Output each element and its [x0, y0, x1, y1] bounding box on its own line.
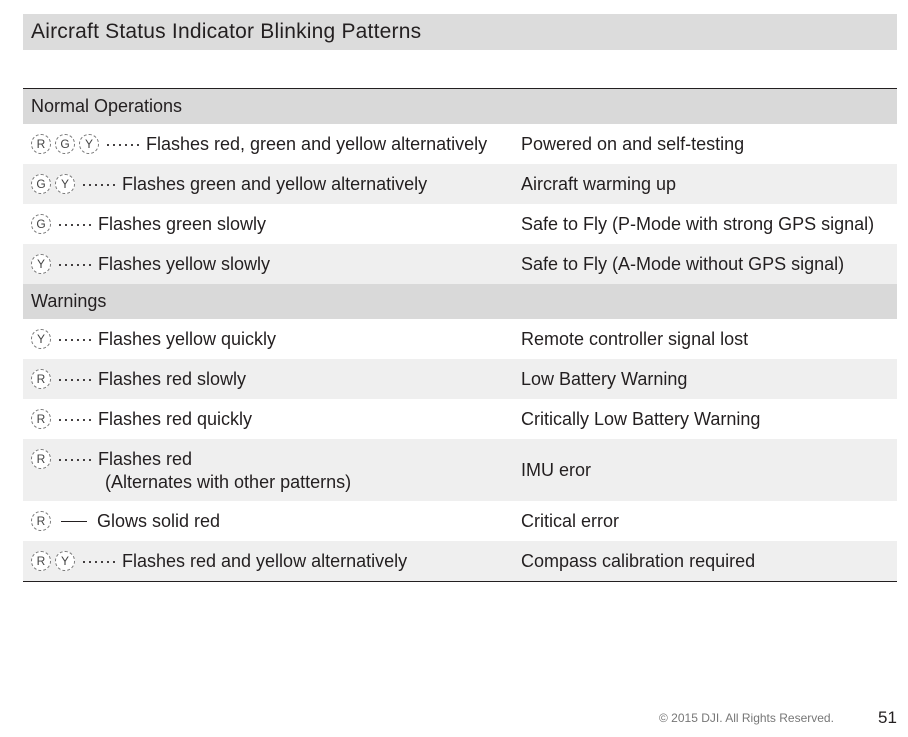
led-red-icon: R	[31, 369, 51, 389]
section-header-normal-operations: Normal Operations	[23, 89, 897, 124]
led-green-icon: G	[31, 214, 51, 234]
pattern-cell: Y ······ Flashes yellow slowly	[31, 244, 270, 284]
dotted-connector: ······	[57, 408, 93, 429]
dotted-connector: ······	[57, 253, 93, 274]
meaning-cell: Remote controller signal lost	[521, 328, 749, 349]
led-yellow-icon: Y	[31, 329, 51, 349]
pattern-cell: R Y ······ Flashes red and yellow altern…	[31, 541, 407, 581]
dotted-connector: ······	[105, 133, 141, 154]
pattern-text: Flashes yellow quickly	[97, 328, 277, 349]
dotted-connector: ······	[57, 448, 93, 469]
pattern-cell: R ······ Flashes red quickly	[31, 399, 252, 439]
pattern-text: Flashes red and yellow alternatively	[121, 550, 408, 571]
meaning-cell: Compass calibration required	[521, 550, 756, 571]
table-row: R G Y ······ Flashes red, green and yell…	[23, 124, 897, 164]
dotted-connector: ······	[81, 550, 117, 571]
pattern-text: Flashes red	[97, 448, 193, 469]
meaning-cell: IMU eror	[521, 459, 592, 480]
pattern-cell: R ······ Flashes red slowly	[31, 359, 246, 399]
led-red-icon: R	[31, 551, 51, 571]
pattern-text: Flashes red quickly	[97, 408, 253, 429]
pattern-text: Flashes yellow slowly	[97, 253, 271, 274]
led-yellow-icon: Y	[55, 174, 75, 194]
pattern-text: Flashes red slowly	[97, 368, 247, 389]
meaning-cell: Safe to Fly (A-Mode without GPS signal)	[521, 253, 845, 274]
pattern-text: Flashes red, green and yellow alternativ…	[145, 133, 488, 154]
led-red-icon: R	[31, 449, 51, 469]
meaning-cell: Critically Low Battery Warning	[521, 408, 761, 429]
dotted-connector: ······	[57, 328, 93, 349]
pattern-cell: G Y ······ Flashes green and yellow alte…	[31, 164, 427, 204]
pattern-cell: R Glows solid red	[31, 501, 220, 541]
led-red-icon: R	[31, 511, 51, 531]
solid-line-connector	[61, 520, 87, 522]
meaning-cell: Critical error	[521, 510, 620, 531]
meaning-cell: Low Battery Warning	[521, 368, 688, 389]
meaning-cell: Powered on and self-testing	[521, 133, 745, 154]
led-yellow-icon: Y	[79, 134, 99, 154]
table-row: R ······ Flashes red slowly Low Battery …	[23, 359, 897, 399]
led-yellow-icon: Y	[31, 254, 51, 274]
pattern-text: Flashes green slowly	[97, 213, 267, 234]
table-row: R ······ Flashes red quickly Critically …	[23, 399, 897, 439]
dotted-connector: ······	[57, 368, 93, 389]
dotted-connector: ······	[57, 213, 93, 234]
page-number: 51	[878, 708, 897, 727]
pattern-cell: Y ······ Flashes yellow quickly	[31, 319, 276, 359]
led-red-icon: R	[31, 134, 51, 154]
dotted-connector: ······	[81, 173, 117, 194]
pattern-cell: G ······ Flashes green slowly	[31, 204, 266, 244]
table-row: R ······ Flashes red (Alternates with ot…	[23, 439, 897, 501]
led-green-icon: G	[31, 174, 51, 194]
status-table: Normal Operations R G Y ······ Flashes r…	[23, 88, 897, 582]
pattern-text: Flashes green and yellow alternatively	[121, 173, 428, 194]
page-title: Aircraft Status Indicator Blinking Patte…	[23, 14, 897, 50]
led-yellow-icon: Y	[55, 551, 75, 571]
table-row: R Glows solid red Critical error	[23, 501, 897, 541]
led-green-icon: G	[55, 134, 75, 154]
pattern-text: Glows solid red	[97, 510, 221, 531]
meaning-cell: Aircraft warming up	[521, 173, 677, 194]
section-label: Normal Operations	[31, 96, 183, 116]
copyright-footer: © 2015 DJI. All Rights Reserved.	[659, 711, 834, 725]
pattern-note: (Alternates with other patterns)	[105, 472, 352, 492]
led-red-icon: R	[31, 409, 51, 429]
table-row: G Y ······ Flashes green and yellow alte…	[23, 164, 897, 204]
section-label: Warnings	[31, 291, 107, 311]
section-header-warnings: Warnings	[23, 284, 897, 319]
table-row: Y ······ Flashes yellow quickly Remote c…	[23, 319, 897, 359]
meaning-cell: Safe to Fly (P-Mode with strong GPS sign…	[521, 213, 875, 234]
table-row: G ······ Flashes green slowly Safe to Fl…	[23, 204, 897, 244]
pattern-cell: R ······ Flashes red	[31, 439, 192, 479]
table-row: R Y ······ Flashes red and yellow altern…	[23, 541, 897, 581]
table-row: Y ······ Flashes yellow slowly Safe to F…	[23, 244, 897, 284]
pattern-cell: R G Y ······ Flashes red, green and yell…	[31, 124, 487, 164]
